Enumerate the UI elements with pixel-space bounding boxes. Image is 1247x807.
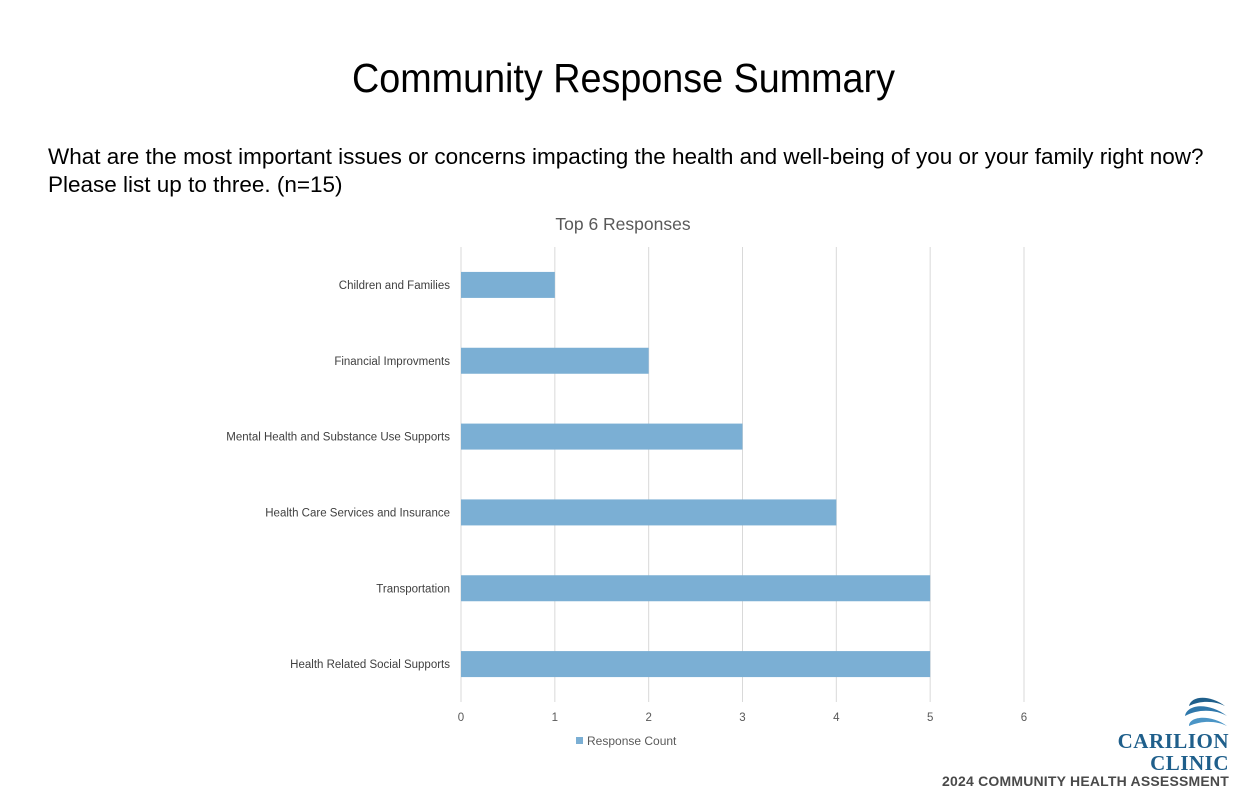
category-label: Transportation [376,583,450,595]
x-tick-label: 2 [645,712,651,724]
category-label: Financial Improvments [334,356,450,368]
bar-2 [461,347,649,374]
chart-x-tick-labels: 0 1 2 3 4 5 6 [458,712,1027,724]
footer-assessment-label: 2024 COMMUNITY HEALTH ASSESSMENT [942,773,1229,789]
category-label: Children and Families [339,280,450,292]
page-title: Community Response Summary [352,55,895,101]
chart-category-labels: Children and Families Financial Improvmen… [226,280,450,671]
carilion-logo-wordmark: CARILION CLINIC [1118,730,1229,774]
chart-title: Top 6 Responses [555,214,690,234]
bar-3 [461,423,743,450]
chart-gridlines [460,247,1025,702]
legend-swatch [576,737,583,744]
chart-bars [461,271,931,678]
x-tick-label: 1 [552,712,558,724]
survey-question: What are the most important issues or co… [48,144,1204,197]
bar-6 [461,651,931,678]
x-tick-label: 3 [739,712,745,724]
x-tick-label: 6 [1021,712,1027,724]
category-label: Mental Health and Substance Use Supports [226,432,450,444]
bar-4 [461,499,837,526]
x-tick-label: 5 [927,712,933,724]
logo-line-2: CLINIC [1150,751,1229,775]
bar-5 [461,575,931,602]
category-label: Health Care Services and Insurance [265,507,450,519]
chart-legend: Response Count [576,734,677,748]
carilion-logo-icon [1185,697,1227,726]
x-tick-label: 0 [458,712,464,724]
category-label: Health Related Social Supports [290,659,450,671]
x-tick-label: 4 [833,712,840,724]
bar-1 [461,271,555,298]
logo-line-1: CARILION [1117,729,1229,753]
legend-label: Response Count [587,734,677,748]
